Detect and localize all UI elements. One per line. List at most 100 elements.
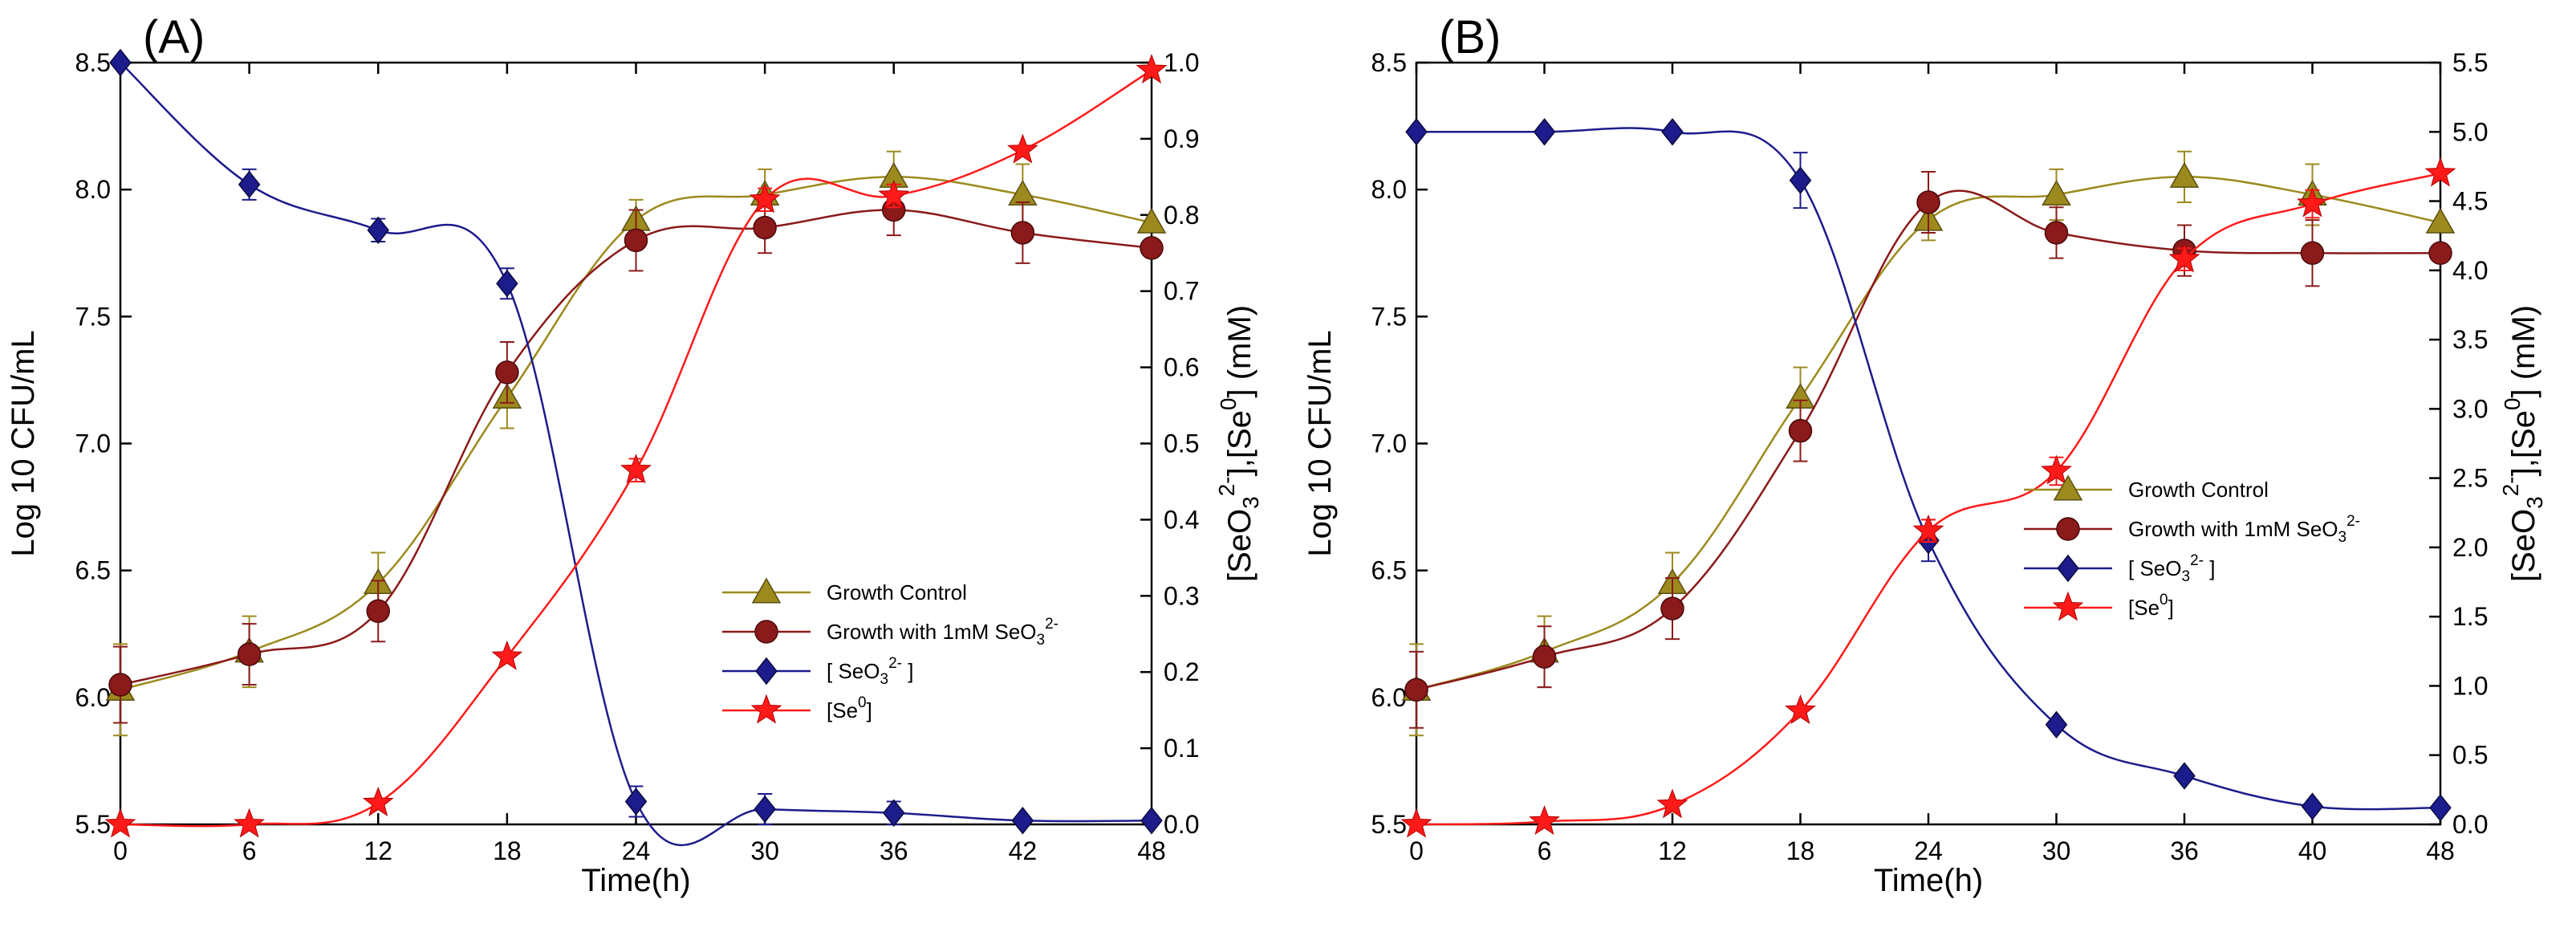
data-point (1916, 190, 1940, 214)
data-point (1140, 807, 1163, 835)
data-point (2297, 187, 2328, 218)
y-axis-right: 0.0 0.1 0.2 0.3 0.4 0.5 0.6 0.7 0.8 0.9 1.0 [SeO32-… (1140, 48, 1263, 839)
x-tick-label: 18 (493, 836, 522, 865)
y2-title-part: [SeO (2506, 509, 2541, 582)
legend-marker (2056, 517, 2080, 541)
y2-tick-label: 1.0 (2452, 671, 2488, 700)
data-point (108, 673, 132, 697)
legend-text: ] (902, 659, 913, 683)
y-tick-label: 7.0 (1371, 429, 1407, 458)
legend-text: Growth with 1mM SeO (827, 620, 1037, 644)
data-point (753, 215, 777, 240)
data-point (1661, 118, 1684, 146)
legend-label: Growth Control (2128, 478, 2269, 502)
y-tick-label: 6.0 (1371, 683, 1407, 712)
y2-title-part: ] (mM) (2506, 305, 2541, 398)
x-tick-label: 6 (242, 836, 257, 865)
data-point (1656, 788, 1688, 819)
data-point (2042, 179, 2071, 205)
y-tick-label: 8.0 (1371, 175, 1407, 204)
data-point (2300, 241, 2325, 265)
series-line (1416, 189, 2441, 691)
legend-marker (754, 620, 778, 644)
y2-title-sup: 0 (1216, 398, 1241, 411)
y2-tick-label: 0.5 (2452, 741, 2488, 770)
y2-tick-label: 0.9 (1164, 124, 1199, 153)
y-tick-label: 7.5 (75, 302, 111, 331)
series-group (1400, 118, 2456, 838)
legend-label: [ SeO32- ] (2128, 552, 2215, 585)
legend-marker (750, 694, 782, 724)
data-point (2429, 794, 2452, 822)
series-star (104, 54, 1168, 838)
data-point (1529, 805, 1560, 836)
data-point (2173, 762, 2196, 790)
y2-tick-label: 4.0 (2452, 256, 2488, 285)
x-tick-label: 12 (364, 836, 392, 865)
data-point (2168, 242, 2200, 273)
y-axis-left: 5.5 6.0 6.5 7.0 7.5 8.0 8.5 Log 10 CFU/mL (6, 48, 132, 839)
data-point (624, 787, 648, 816)
y2-title-part: ] (mM) (1222, 305, 1258, 398)
y2-title-sup: 0 (2500, 398, 2525, 411)
legend-text: ] (2204, 556, 2215, 580)
legend-sub: 3 (880, 671, 888, 688)
y2-tick-label: 3.5 (2452, 325, 2488, 354)
y2-tick-label: 1.5 (2452, 602, 2488, 631)
data-point (367, 216, 390, 244)
y2-tick-label: 0.8 (1164, 201, 1199, 230)
data-point (1140, 236, 1164, 260)
plot-frame (119, 61, 1153, 826)
legend-text: [Se (827, 698, 858, 722)
y2-axis-title: [SeO32-],[Se0] (mM) (2498, 305, 2547, 582)
data-point (366, 599, 390, 624)
y2-tick-label: 0.6 (1164, 353, 1199, 382)
legend-text: [ SeO (827, 659, 880, 683)
legend-sup: 0 (858, 694, 867, 711)
data-point (104, 808, 136, 838)
y2-tick-label: 0.0 (2452, 810, 2488, 839)
series-line (120, 209, 1152, 686)
chart-panel-a: 0 6 12 18 24 30 36 42 48Time(h)5.56.06.57.07.58.… (6, 11, 1263, 898)
x-tick-label: 30 (2042, 836, 2071, 865)
y2-tick-label: 1.0 (1164, 48, 1199, 77)
legend-marker (2053, 474, 2083, 501)
data-point (1404, 677, 1428, 702)
data-point (2045, 710, 2068, 739)
series-line (120, 69, 1152, 828)
series-line (120, 176, 1152, 691)
legend-sup: 2- (1045, 616, 1058, 633)
legend-marker (751, 577, 782, 604)
data-point (234, 808, 266, 838)
data-point (496, 270, 518, 298)
data-point (2041, 454, 2072, 485)
y2-tick-label: 2.5 (2452, 464, 2488, 493)
data-point (624, 228, 648, 253)
data-point (620, 454, 652, 484)
y-tick-label: 6.5 (75, 556, 111, 585)
series-star (1400, 157, 2456, 838)
y-tick-label: 7.5 (1371, 302, 1407, 331)
data-point (1400, 808, 1432, 838)
series-line (1416, 176, 2441, 691)
data-point (1006, 133, 1038, 164)
legend-label: [ SeO32- ] (827, 655, 913, 688)
x-tick-label: 0 (113, 836, 128, 865)
data-point (2169, 161, 2200, 188)
data-point (237, 642, 262, 666)
x-tick-label: 36 (2170, 836, 2199, 865)
x-tick-label: 48 (1137, 836, 1166, 865)
y2-tick-label: 5.5 (2452, 48, 2488, 77)
y2-tick-label: 4.5 (2452, 187, 2488, 216)
series-diamond (109, 48, 1163, 847)
series-line (120, 62, 1152, 847)
series-line (1416, 172, 2441, 826)
y2-tick-label: 0.3 (1164, 581, 1199, 610)
y-axis-title: Log 10 CFU/mL (6, 330, 41, 556)
y2-title-sub: 3 (2522, 496, 2547, 509)
y2-title-part: [SeO (1222, 509, 1258, 582)
legend-text: ] (867, 698, 872, 722)
data-point (1660, 596, 1684, 621)
